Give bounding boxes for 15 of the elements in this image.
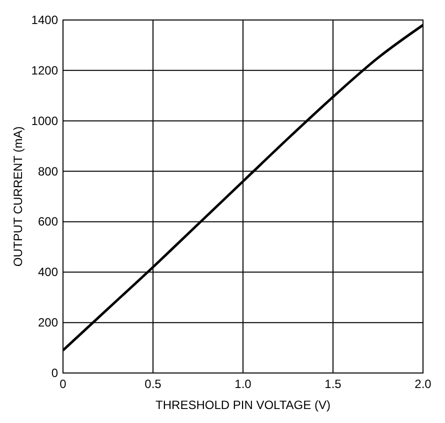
y-axis-title: OUTPUT CURRENT (mA)	[11, 126, 25, 267]
x-tick-label: 0.5	[144, 377, 162, 391]
x-tick-label: 1.5	[324, 377, 342, 391]
y-tick-label: 1000	[31, 114, 58, 128]
y-tick-label: 600	[38, 214, 58, 229]
y-tick-label: 0	[51, 366, 58, 380]
y-tick-label: 400	[38, 265, 58, 280]
x-tick-label: 1.0	[234, 377, 252, 391]
x-axis-title: THRESHOLD PIN VOLTAGE (V)	[156, 398, 330, 412]
x-tick-label: 0	[60, 377, 67, 391]
y-tick-label: 200	[38, 316, 58, 330]
x-tick-label: 2.0	[414, 377, 432, 391]
y-tick-label: 1200	[31, 63, 58, 78]
y-tick-label: 800	[38, 164, 58, 178]
y-tick-label: 1400	[31, 13, 58, 27]
